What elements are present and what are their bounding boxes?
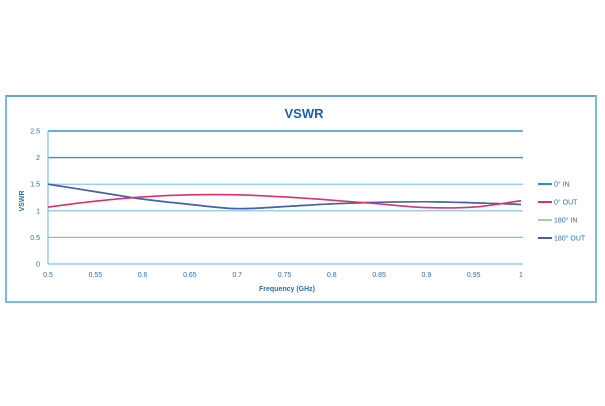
x-tick-label: 0.7 [232, 272, 242, 279]
chart-title: VSWR [285, 106, 325, 121]
x-tick-label: 0.5 [43, 272, 53, 279]
data-series [47, 183, 522, 210]
y-axis-label: VSWR [19, 191, 26, 212]
legend-item: 180° IN [538, 217, 577, 225]
x-tick-label: 0.8 [327, 272, 337, 279]
x-tick-label: 1 [519, 272, 523, 279]
y-tick-label: 0 [36, 262, 40, 269]
legend-item: 0° OUT [538, 199, 578, 207]
legend: 0° IN 0° OUT 180° IN 180° OUT [538, 181, 586, 243]
x-tick-label: 0.85 [372, 272, 386, 279]
legend-label: 180° IN [554, 217, 577, 225]
legend-label: 180° OUT [554, 235, 586, 243]
x-tick-label: 0.65 [183, 272, 197, 279]
x-tick-label: 0.95 [467, 272, 481, 279]
legend-item: 180° OUT [538, 235, 586, 243]
legend-label: 0° IN [554, 181, 570, 189]
y-tick-label: 1 [36, 208, 40, 215]
x-tick-label: 0.55 [88, 272, 102, 279]
vswr-chart: VSWR 00.511.522.5 0.5 0.55 0.6 0.65 0.7 0.75 0… [19, 106, 586, 293]
gridlines [47, 130, 523, 265]
y-tick-label: 1.5 [30, 182, 40, 189]
x-tick-label: 0.75 [278, 272, 292, 279]
legend-label: 0° OUT [554, 199, 578, 207]
y-tick-label: 0.5 [30, 235, 40, 242]
chart-frame: VSWR 0 0.5 1 1.5 2 2.5 0.5 0.55 0.6 0.65 0.7 0.75 0… [5, 95, 597, 303]
y-tick-label: 2.5 [30, 129, 40, 136]
series-line-180-out [47, 183, 522, 210]
y-axis-ticks: 0 0.5 1 1.5 2 2.5 [30, 129, 40, 269]
x-tick-label: 0.9 [422, 272, 432, 279]
x-tick-label: 0.6 [138, 272, 148, 279]
x-axis-ticks: 0.5 0.55 0.6 0.65 0.7 0.75 0.8 0.85 0.9 0.95 1 [43, 272, 523, 279]
x-axis-label: Frequency (GHz) [259, 286, 315, 293]
y-tick-label: 2 [36, 155, 40, 162]
legend-item: 0° IN [538, 181, 570, 189]
series-line-0-out [47, 193, 522, 209]
